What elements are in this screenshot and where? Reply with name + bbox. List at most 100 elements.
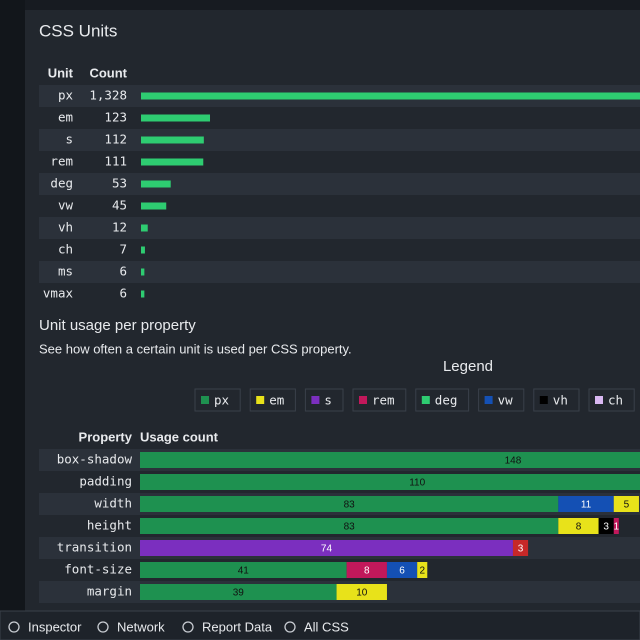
usage-segment — [613, 518, 619, 534]
toolbar-icon — [182, 621, 194, 633]
legend-swatch — [595, 396, 603, 404]
usage-segment — [140, 562, 347, 578]
segment-label: 8 — [576, 522, 582, 533]
unit-label: s — [65, 132, 73, 147]
property-label: margin — [87, 584, 132, 599]
segment-label: 83 — [344, 522, 356, 533]
property-label: width — [94, 496, 132, 511]
segment-label: 6 — [399, 566, 405, 577]
segment-label: 41 — [238, 566, 250, 577]
count-bar — [141, 114, 211, 122]
legend-swatch — [201, 396, 209, 404]
unit-label: rem — [50, 154, 73, 169]
row-bg — [39, 129, 640, 151]
unit-label: em — [58, 110, 73, 125]
toolbar-item[interactable]: Report Data — [202, 619, 273, 634]
toolbar-icon — [284, 621, 296, 633]
usage-segment — [613, 496, 639, 512]
legend-title: Legend — [443, 358, 493, 375]
segment-label: 1 — [613, 522, 619, 533]
segment-label: 3 — [518, 544, 524, 555]
usage-segment — [336, 584, 387, 600]
usage-header: Usage count — [140, 429, 219, 444]
units-title: CSS Units — [39, 21, 117, 40]
toolbar-item[interactable]: Network — [117, 619, 165, 634]
unit-label: deg — [50, 176, 73, 191]
usage-segment — [140, 496, 559, 512]
count-bar — [141, 92, 640, 100]
usage-segment — [140, 584, 337, 600]
legend-item — [249, 388, 296, 412]
count-bar — [141, 246, 145, 254]
segment-label: 5 — [624, 500, 630, 511]
count-label: 12 — [112, 220, 127, 235]
property-label: box-shadow — [57, 452, 133, 467]
property-label: height — [87, 518, 132, 533]
count-bar — [141, 290, 145, 298]
row-bg — [39, 261, 640, 283]
legend-item — [533, 388, 580, 412]
segment-label: 148 — [505, 456, 522, 467]
toolbar-icon — [8, 621, 20, 633]
segment-label: 74 — [321, 544, 333, 555]
count-label: 53 — [112, 176, 127, 191]
segment-label: 2 — [419, 566, 425, 577]
count-bar — [141, 268, 145, 276]
units-table: px 1,328 em 123 s 112 rem 111 deg 53 vw 45 vh 12 ch 7 ms… — [39, 85, 640, 301]
legend-item — [194, 388, 241, 412]
count-bar — [141, 158, 204, 166]
toolbar — [0, 610, 640, 640]
usage-segment — [558, 496, 614, 512]
legend-label: ch — [608, 393, 623, 408]
usage-segment — [558, 518, 599, 534]
count-label: 7 — [119, 242, 127, 257]
property-label: padding — [79, 474, 132, 489]
toolbar-item[interactable]: All CSS — [304, 619, 349, 634]
property-label: font-size — [64, 562, 132, 577]
unit-header: Unit — [48, 65, 74, 80]
segment-label: 83 — [344, 500, 356, 511]
usage-segment — [140, 452, 640, 468]
segment-label: 39 — [233, 588, 245, 599]
count-label: 112 — [104, 132, 127, 147]
legend-swatch — [539, 396, 548, 404]
sidebar — [0, 0, 25, 640]
usage-segment — [140, 540, 513, 556]
legend-swatch — [311, 396, 320, 404]
row-bg — [39, 173, 640, 195]
usage-title: Unit usage per property — [39, 317, 196, 334]
count-label: 111 — [104, 154, 127, 169]
legend-label: px — [214, 393, 230, 408]
count-bar — [141, 202, 167, 210]
legend-item — [352, 388, 407, 412]
legend-label: vw — [498, 393, 514, 408]
legend: px em s rem deg vw vh ch — [194, 388, 635, 412]
unit-label: ms — [58, 264, 73, 279]
usage-segment — [346, 562, 387, 578]
unit-label: vh — [58, 220, 73, 235]
legend-item — [304, 388, 344, 412]
legend-label: rem — [372, 393, 395, 408]
usage-segment — [598, 518, 614, 534]
unit-label: px — [58, 88, 74, 103]
usage-subtitle: See how often a certain unit is used per… — [39, 341, 352, 356]
legend-swatch — [359, 396, 367, 404]
segment-label: 3 — [603, 522, 609, 533]
count-label: 6 — [119, 286, 127, 301]
toolbar-item[interactable]: Inspector — [28, 619, 82, 634]
usage-segment — [417, 562, 428, 578]
segment-label: 10 — [356, 588, 368, 599]
property-header: Property — [79, 429, 133, 444]
count-bar — [141, 224, 148, 232]
legend-label: em — [269, 393, 284, 408]
legend-item — [588, 388, 635, 412]
toolbar-items: Inspector Network Report Data All CSS — [8, 619, 349, 634]
segment-label: 11 — [581, 500, 592, 511]
count-label: 45 — [112, 198, 127, 213]
segment-label: 8 — [364, 566, 370, 577]
legend-label: deg — [435, 393, 458, 408]
legend-label: vh — [553, 393, 568, 408]
